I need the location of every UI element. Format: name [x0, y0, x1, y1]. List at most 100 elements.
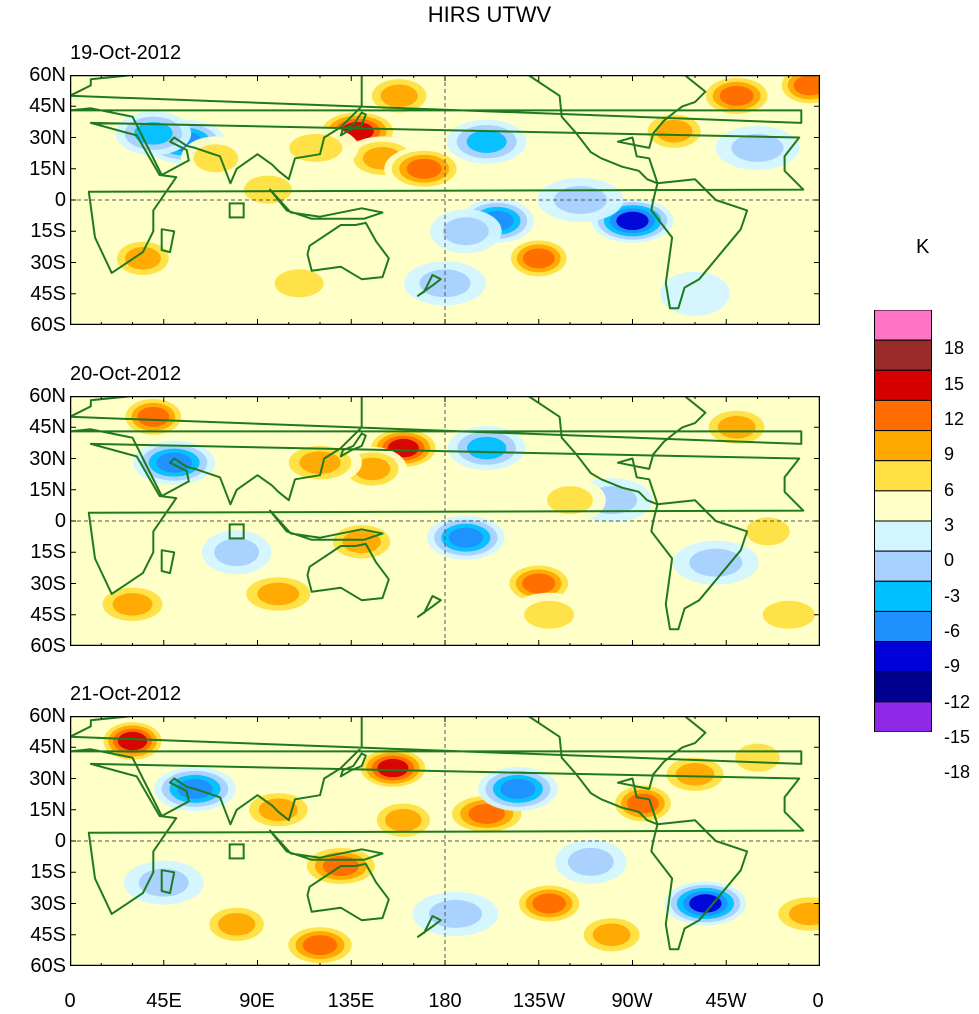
anomaly-cell: [477, 766, 558, 811]
lon-tick: 90W: [611, 990, 653, 1012]
anomaly-cell: [534, 478, 606, 523]
anomaly-contour: [466, 130, 507, 153]
lat-tick: 30S: [30, 893, 66, 915]
coastline-southamerica: [650, 499, 749, 631]
coastline-australia: [306, 542, 390, 602]
anomaly-contour: [448, 527, 484, 548]
coastline-eurasia: [70, 716, 803, 826]
anomaly-cell: [734, 509, 802, 554]
map-panel-1: [70, 75, 820, 325]
lat-tick: 30S: [30, 252, 66, 274]
colorbar-swatch: [874, 339, 932, 371]
anomaly-cell: [154, 766, 236, 811]
anomaly-contour: [717, 415, 756, 439]
lat-tick: 60S: [30, 314, 66, 336]
coastline-southamerica: [650, 178, 749, 310]
map-panel-2-svg: [70, 396, 820, 646]
anomaly-contour: [117, 731, 148, 751]
map-panel-3-svg: [70, 716, 820, 966]
lat-tick: 0: [54, 510, 66, 532]
anomaly-contour: [299, 451, 341, 474]
coastline-madagascar: [160, 549, 176, 575]
anomaly-contour: [124, 247, 161, 270]
anomaly-contour: [567, 847, 614, 876]
anomaly-cell: [746, 592, 820, 637]
lat-tick: 15N: [29, 479, 66, 501]
anomaly-cell: [281, 923, 359, 966]
colorbar-swatch: [874, 550, 932, 582]
anomaly-contour: [257, 582, 300, 606]
coastline-australia: [306, 221, 390, 281]
coastline-australia: [306, 862, 390, 922]
anomaly-cell: [235, 571, 322, 616]
anomaly-cell: [200, 902, 273, 947]
coastline-southamerica: [650, 819, 749, 951]
anomaly-contour: [500, 778, 536, 799]
coastline-africa: [87, 121, 805, 274]
anomaly-contour: [793, 75, 820, 96]
lat-tick: 15S: [30, 861, 66, 883]
anomaly-contour: [468, 803, 505, 824]
coastline-africa: [87, 442, 805, 595]
anomaly-contour: [274, 269, 324, 298]
coastline-indonesia: [269, 829, 384, 861]
anomaly-cell: [158, 188, 232, 233]
anomaly-contour: [532, 893, 566, 914]
anomaly-cell: [775, 75, 820, 108]
anomaly-cell: [660, 271, 730, 316]
coastline-northamerica: [469, 75, 707, 185]
anomaly-contour: [385, 808, 422, 832]
anomaly-cell: [664, 881, 747, 926]
anomaly-cell: [181, 136, 251, 181]
anomaly-cell: [278, 440, 362, 485]
lat-tick: 45S: [30, 924, 66, 946]
lat-tick: 15S: [30, 541, 66, 563]
anomaly-cell: [537, 178, 624, 222]
lat-tick: 60N: [29, 705, 66, 727]
panel-3-date: 21-Oct-2012: [70, 683, 182, 705]
coastline-nz: [416, 915, 442, 938]
coastline-northamerica: [469, 396, 707, 506]
anomaly-contour: [547, 486, 593, 515]
anomaly-contour: [689, 548, 743, 577]
colorbar-swatch: [874, 310, 932, 341]
anomaly-contour: [342, 530, 381, 554]
colorbar-label: -9: [944, 656, 961, 676]
anomaly-contour: [592, 923, 631, 947]
map-panel-1-svg: [70, 75, 820, 325]
anomaly-cell: [699, 405, 774, 450]
anomaly-cell: [201, 530, 272, 575]
coastline-indonesia: [269, 188, 384, 220]
anomaly-contour: [731, 133, 784, 162]
anomaly-contour: [788, 902, 820, 926]
lat-tick: 60S: [30, 635, 66, 657]
lon-tick: 0: [64, 990, 76, 1012]
anomaly-contour: [377, 758, 409, 778]
coastline-eurasia: [70, 75, 803, 185]
colorbar-label: -3: [944, 586, 961, 606]
anomaly-contour: [158, 188, 232, 233]
coastline-africa: [87, 762, 805, 915]
anomaly-contour: [655, 119, 693, 143]
lat-tick: 30N: [29, 127, 66, 149]
anomaly-cell: [722, 735, 793, 780]
colorbar-label: 12: [944, 409, 965, 429]
lat-tick: 45N: [29, 95, 66, 117]
anomaly-cell: [365, 426, 442, 471]
anomaly-contour: [289, 133, 343, 162]
lat-tick: 60N: [29, 64, 66, 86]
colorbar-label: 18: [944, 338, 965, 358]
colorbar-label: 3: [944, 515, 955, 535]
lat-tick: 45N: [29, 416, 66, 438]
coastline-nz: [416, 595, 442, 618]
island-marker: [228, 202, 245, 219]
lat-tick: 45S: [30, 604, 66, 626]
lon-tick: 45W: [705, 990, 747, 1012]
anomaly-contour: [302, 935, 338, 956]
anomaly-contour: [112, 593, 153, 616]
anomaly-contour: [193, 144, 239, 173]
colorbar-label: 6: [944, 480, 955, 500]
colorbar-label: -15: [944, 727, 971, 747]
lon-tick: 135W: [512, 990, 566, 1012]
coastline-madagascar: [160, 228, 176, 254]
